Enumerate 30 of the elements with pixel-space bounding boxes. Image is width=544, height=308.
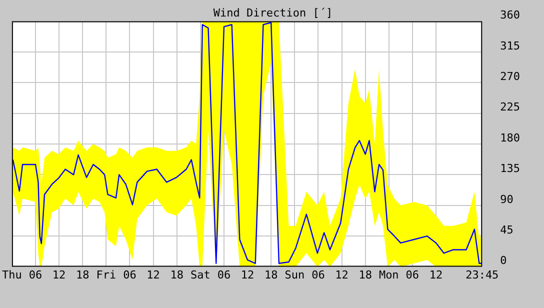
y-tick-label: 360 [500, 8, 520, 22]
y-tick-label: 0 [500, 254, 507, 268]
x-tick-label: Fri [96, 268, 116, 282]
y-tick-label: 315 [500, 39, 520, 52]
x-tick-label: 12 [240, 268, 254, 282]
y-tick-label: 225 [500, 100, 520, 114]
x-tick-label: Mon [378, 268, 399, 282]
x-tick-label: 06 [312, 268, 325, 282]
x-tick-label: 06 [28, 268, 42, 282]
y-tick-label: 180 [500, 131, 520, 144]
y-tick-label: 90 [500, 192, 514, 206]
x-tick-label: 12 [335, 268, 348, 282]
x-tick-label: Sat [190, 268, 210, 282]
x-tick-label: 12 [429, 268, 443, 282]
x-tick-label: 23:45 [466, 268, 499, 282]
x-tick-label: 18 [170, 268, 184, 282]
x-tick-label: 12 [52, 268, 66, 282]
x-tick-label: 06 [406, 268, 420, 282]
x-tick-label: 06 [217, 268, 231, 282]
x-tick-label: Thu [2, 268, 22, 282]
x-tick-label: 12 [146, 268, 160, 282]
x-tick-label: Sun [284, 268, 305, 282]
x-tick-label: 18 [358, 268, 372, 282]
y-tick-label: 270 [500, 70, 520, 83]
x-tick-label: 18 [76, 268, 90, 282]
y-tick-label: 135 [500, 162, 520, 176]
chart-title: Wind Direction [´] [213, 6, 333, 20]
y-tick-label: 45 [500, 223, 514, 236]
x-tick-label: 18 [264, 268, 278, 282]
x-tick-label: 06 [123, 268, 136, 282]
